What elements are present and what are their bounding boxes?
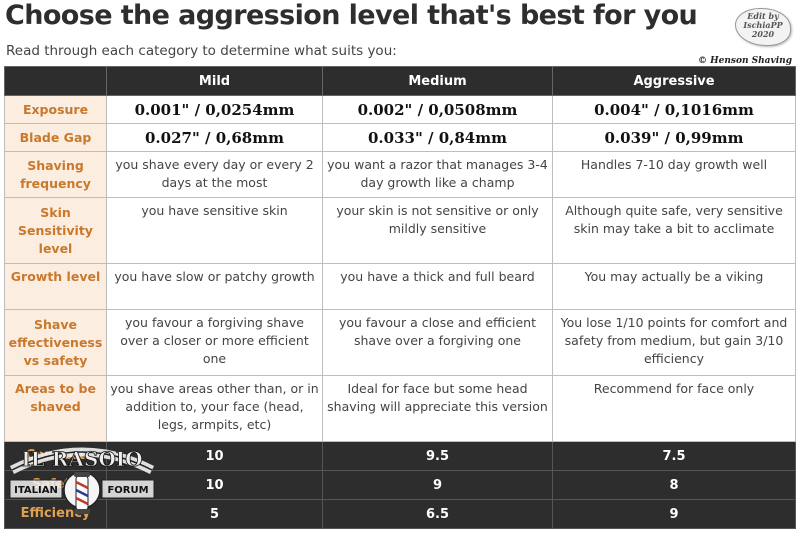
table-cell: your skin is not sensitive or only mildl… (322, 197, 553, 264)
header-mild: Mild (106, 66, 323, 96)
row-label: Growth level (4, 263, 107, 310)
logo-left-text: ITALIAN (14, 485, 58, 496)
page-title: Choose the aggression level that's best … (5, 0, 698, 31)
table-cell: 0.004" / 0,1016mm (552, 95, 796, 124)
table-cell: you want a razor that manages 3-4 day gr… (322, 151, 553, 198)
table-row-exposure: Exposure 0.001" / 0,0254mm 0.002" / 0,05… (4, 95, 796, 124)
stamp-line-3: 2020 (751, 29, 775, 39)
table-cell: 0.027" / 0,68mm (106, 123, 323, 152)
header-medium: Medium (322, 66, 553, 96)
score-cell: 9 (552, 499, 796, 529)
score-cell: 5 (106, 499, 323, 529)
table-cell: you favour a close and efficient shave o… (322, 309, 553, 376)
table-row-shave-effectiveness: Shave effectiveness vs safety you favour… (4, 309, 796, 376)
table-cell: You may actually be a viking (552, 263, 796, 310)
logo-title: IL RASOIO (21, 447, 142, 471)
forum-logo-icon: IL RASOIO ITALIAN FORUM (9, 447, 155, 514)
stamp-line-2: IschiaPP (743, 20, 783, 30)
table-cell: 0.002" / 0,0508mm (322, 95, 553, 124)
credit-text: © Henson Shaving (697, 56, 792, 66)
comparison-table: Mild Medium Aggressive Exposure 0.001" /… (4, 66, 796, 529)
table-cell: 0.039" / 0,99mm (552, 123, 796, 152)
table-header-row: Mild Medium Aggressive (4, 66, 796, 96)
header-aggressive: Aggressive (552, 66, 796, 96)
table-cell: You lose 1/10 points for comfort and saf… (552, 309, 796, 376)
row-label: Shaving frequency (4, 151, 107, 198)
table-cell: you have slow or patchy growth (106, 263, 323, 310)
table-cell: you favour a forgiving shave over a clos… (106, 309, 323, 376)
row-label: Areas to be shaved (4, 375, 107, 442)
logo-right-text: FORUM (107, 485, 148, 496)
score-cell: 8 (552, 470, 796, 500)
table-cell: 0.001" / 0,0254mm (106, 95, 323, 124)
row-label: Shave effectiveness vs safety (4, 309, 107, 376)
table-cell: you have sensitive skin (106, 197, 323, 264)
table-cell: 0.033" / 0,84mm (322, 123, 553, 152)
stamp-line-1: Edit by (747, 11, 779, 21)
row-label: Exposure (4, 95, 107, 124)
table-cell: Although quite safe, very sensitive skin… (552, 197, 796, 264)
table-cell: you shave areas other than, or in additi… (106, 375, 323, 442)
page-subtitle: Read through each category to determine … (6, 43, 397, 59)
score-row-efficiency: Efficiency 5 6.5 9 (4, 499, 796, 529)
edit-stamp: Edit by IschiaPP 2020 (735, 8, 791, 46)
row-label: Skin Sensitivity level (4, 197, 107, 264)
table-cell: Ideal for face but some head shaving wil… (322, 375, 553, 442)
table-row-growth-level: Growth level you have slow or patchy gro… (4, 263, 796, 310)
table-row-shaving-frequency: Shaving frequency you shave every day or… (4, 151, 796, 198)
header-empty (4, 66, 107, 96)
row-label: Blade Gap (4, 123, 107, 152)
table-cell: Recommend for face only (552, 375, 796, 442)
table-row-blade-gap: Blade Gap 0.027" / 0,68mm 0.033" / 0,84m… (4, 123, 796, 152)
score-cell: 9.5 (322, 441, 553, 471)
table-cell: you shave every day or every 2 days at t… (106, 151, 323, 198)
table-cell: you have a thick and full beard (322, 263, 553, 310)
score-cell: 9 (322, 470, 553, 500)
table-row-areas-to-be-shaved: Areas to be shaved you shave areas other… (4, 375, 796, 442)
table-cell: Handles 7-10 day growth well (552, 151, 796, 198)
score-cell: 7.5 (552, 441, 796, 471)
score-cell: 6.5 (322, 499, 553, 529)
table-row-skin-sensitivity: Skin Sensitivity level you have sensitiv… (4, 197, 796, 264)
